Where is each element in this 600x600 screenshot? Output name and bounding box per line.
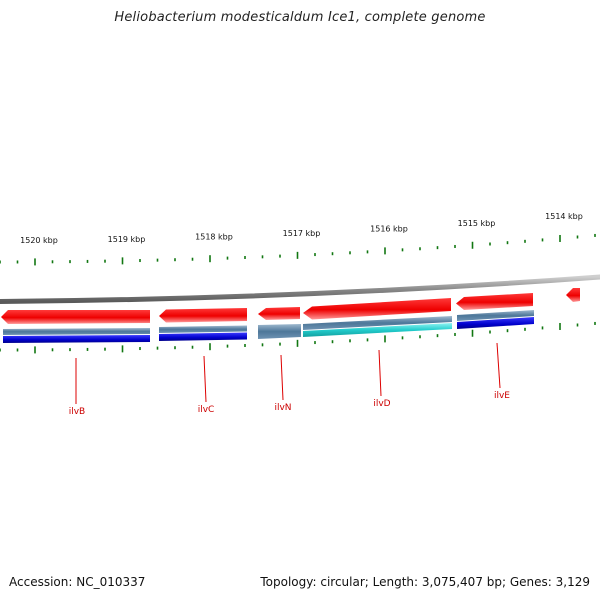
scale-label: 1517 kbp — [283, 229, 321, 238]
cds-arrow — [456, 293, 533, 310]
cds-arrow — [1, 310, 150, 324]
cds-block — [3, 328, 150, 335]
cds-block — [3, 335, 150, 343]
cds-arrow — [159, 308, 247, 323]
scale-label: 1516 kbp — [370, 225, 408, 234]
cds-block — [303, 323, 452, 337]
lower-scale-ticks — [0, 321, 596, 354]
reverse-strand-upper — [3, 310, 534, 339]
gene-label-ilvD: ilvD — [373, 399, 390, 409]
gene-label-ilvB: ilvB — [69, 407, 86, 417]
scale-labels: 1520 kbp 1519 kbp 1518 kbp 1517 kbp 1516 kbp… — [20, 212, 583, 245]
cds-block — [159, 325, 247, 333]
cds-block — [457, 317, 534, 329]
cds-block — [457, 310, 534, 321]
gene-label-ilvC: ilvC — [198, 405, 215, 415]
scale-label: 1519 kbp — [108, 235, 146, 244]
gene-pointer — [280, 354, 284, 401]
scale-label: 1515 kbp — [458, 219, 496, 228]
gene-pointer — [496, 342, 501, 389]
gene-pointer — [378, 349, 382, 397]
cds-block — [159, 332, 247, 341]
scale-label: 1514 kbp — [545, 212, 583, 221]
map-title: Heliobacterium modesticaldum Ice1, compl… — [114, 10, 486, 25]
accession-text: Accession: NC_010337 — [9, 575, 146, 589]
gene-label-ilvN: ilvN — [274, 403, 291, 413]
cds-arrow — [566, 288, 580, 302]
reverse-strand-lower — [3, 317, 534, 343]
cds-arrow — [303, 298, 451, 320]
topology-summary: Topology: circular; Length: 3,075,407 bp… — [260, 575, 590, 589]
cds-block — [258, 324, 301, 339]
gene-annotations: ilvB ilvC ilvN ilvD ilvE — [69, 342, 510, 417]
scale-label: 1518 kbp — [195, 233, 233, 242]
gene-label-ilvE: ilvE — [494, 391, 510, 401]
gene-pointer — [203, 355, 207, 403]
scale-label: 1520 kbp — [20, 236, 58, 245]
cds-block — [303, 316, 452, 330]
forward-strand — [1, 288, 580, 324]
cds-arrow — [258, 307, 300, 320]
upper-scale-ticks — [0, 233, 596, 266]
genome-backbone — [0, 274, 600, 304]
